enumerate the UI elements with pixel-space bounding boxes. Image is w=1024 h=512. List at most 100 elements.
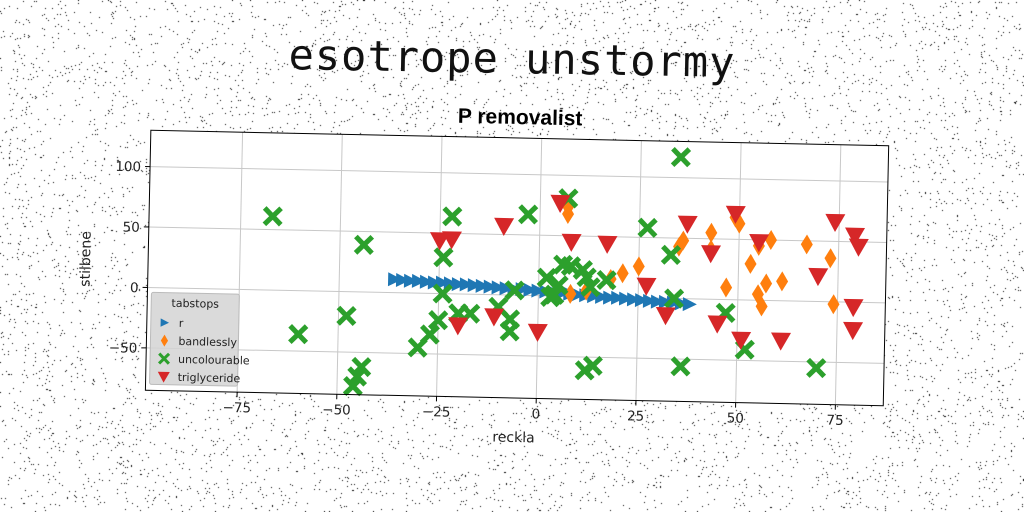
point-r: [435, 275, 450, 290]
point-uncolourable: [663, 288, 685, 309]
point-bandlessly: [562, 204, 575, 225]
x-tick-label: 50: [727, 410, 745, 426]
legend-box: [149, 291, 240, 387]
point-bandlessly: [705, 222, 718, 243]
point-r: [642, 293, 658, 308]
plot-frame: [144, 129, 890, 407]
point-r: [634, 293, 650, 308]
point-uncolourable: [536, 267, 557, 288]
point-uncolourable: [596, 270, 617, 291]
point-bandlessly: [564, 283, 577, 304]
y-tick-label: 0: [130, 280, 139, 296]
data-marks: [262, 146, 869, 397]
point-bandlessly: [755, 296, 768, 317]
point-r: [531, 283, 546, 298]
point-uncolourable: [288, 324, 309, 345]
x-tick-label: 0: [531, 406, 540, 422]
point-uncolourable: [336, 305, 357, 326]
point-r: [603, 290, 618, 305]
point-bandlessly: [632, 256, 645, 277]
point-uncolourable: [670, 146, 692, 168]
point-triglyceride: [655, 307, 676, 326]
point-triglyceride: [448, 317, 469, 336]
point-triglyceride: [771, 332, 792, 351]
x-tick-label: −25: [422, 404, 451, 421]
point-r: [459, 277, 474, 292]
y-axis-label: stilbene: [78, 231, 95, 287]
point-bandlessly: [800, 234, 813, 255]
point-r: [427, 275, 442, 290]
point-uncolourable: [499, 321, 520, 342]
legend-title: tabstops: [171, 297, 219, 311]
point-bandlessly: [764, 230, 777, 251]
point-r: [618, 291, 634, 306]
x-gridline: [336, 134, 343, 395]
y-gridline: [150, 166, 888, 183]
point-triglyceride: [731, 331, 752, 350]
point-r: [387, 272, 403, 287]
point-uncolourable: [504, 280, 525, 301]
point-uncolourable: [419, 324, 440, 345]
x-gridline: [735, 142, 742, 403]
point-triglyceride: [808, 267, 829, 287]
legend-label-r: r: [179, 317, 184, 330]
point-r: [451, 277, 466, 292]
point-r: [571, 287, 586, 302]
point-r: [395, 272, 411, 287]
point-uncolourable: [428, 310, 449, 331]
x-gridline: [834, 144, 842, 405]
point-uncolourable: [582, 355, 603, 376]
x-tick-label: 75: [826, 413, 844, 429]
legend-marker-uncolourable: [157, 352, 171, 365]
point-uncolourable: [660, 244, 682, 266]
legend-label-triglyceride: triglyceride: [178, 371, 241, 385]
point-triglyceride: [494, 217, 515, 236]
x-tick-label: −75: [222, 400, 251, 417]
point-r: [650, 294, 665, 309]
point-uncolourable: [433, 247, 454, 268]
point-uncolourable: [548, 275, 569, 296]
point-triglyceride: [550, 194, 571, 213]
point-triglyceride: [848, 238, 869, 257]
legend-label-uncolourable: uncolourable: [178, 353, 250, 368]
y-gridline: [146, 347, 885, 364]
point-r: [523, 282, 538, 297]
legend: tabstops r bandlessly uncolourable triglyce…: [149, 291, 250, 387]
point-triglyceride: [484, 308, 505, 327]
point-triglyceride: [527, 323, 548, 342]
x-axis-label: reckla: [492, 430, 535, 447]
point-triglyceride: [843, 298, 864, 318]
point-triglyceride: [561, 233, 582, 252]
point-uncolourable: [637, 217, 658, 238]
point-bandlessly: [751, 284, 764, 305]
point-triglyceride: [441, 231, 462, 250]
point-triglyceride: [825, 213, 846, 233]
point-r: [475, 278, 490, 293]
point-bandlessly: [827, 294, 840, 315]
point-uncolourable: [442, 206, 463, 227]
point-triglyceride: [701, 245, 722, 264]
legend-label-bandlessly: bandlessly: [178, 335, 237, 349]
point-bandlessly: [744, 253, 757, 274]
axis-ticks: −75 −50 −25 0 25 50 75 −50 0 50 100: [109, 159, 844, 429]
plot-background: [145, 130, 889, 406]
point-r: [403, 273, 419, 288]
point-r: [611, 290, 626, 305]
point-bandlessly: [720, 277, 733, 298]
point-triglyceride: [707, 315, 728, 334]
legend-marker-r: [160, 318, 170, 327]
point-bandlessly: [824, 248, 837, 269]
point-r: [682, 297, 697, 312]
point-bandlessly: [733, 213, 746, 234]
point-uncolourable: [353, 234, 375, 255]
legend-marker-triglyceride: [157, 371, 170, 383]
point-uncolourable: [518, 204, 539, 225]
point-triglyceride: [725, 205, 746, 224]
point-uncolourable: [580, 276, 601, 298]
point-r: [626, 292, 642, 307]
point-r: [467, 278, 482, 293]
legend-marker-bandlessly: [160, 334, 169, 347]
point-r: [483, 279, 498, 294]
y-tick-label: 100: [115, 159, 141, 176]
point-triglyceride: [845, 227, 866, 246]
